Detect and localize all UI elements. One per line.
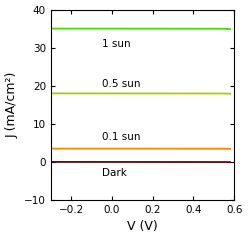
Text: 0.5 sun: 0.5 sun — [102, 79, 140, 89]
Y-axis label: J (mA/cm²): J (mA/cm²) — [5, 72, 19, 138]
Text: 1 sun: 1 sun — [102, 39, 130, 49]
X-axis label: V (V): V (V) — [127, 220, 158, 234]
Text: Dark: Dark — [102, 168, 127, 178]
Text: 0.1 sun: 0.1 sun — [102, 132, 140, 142]
